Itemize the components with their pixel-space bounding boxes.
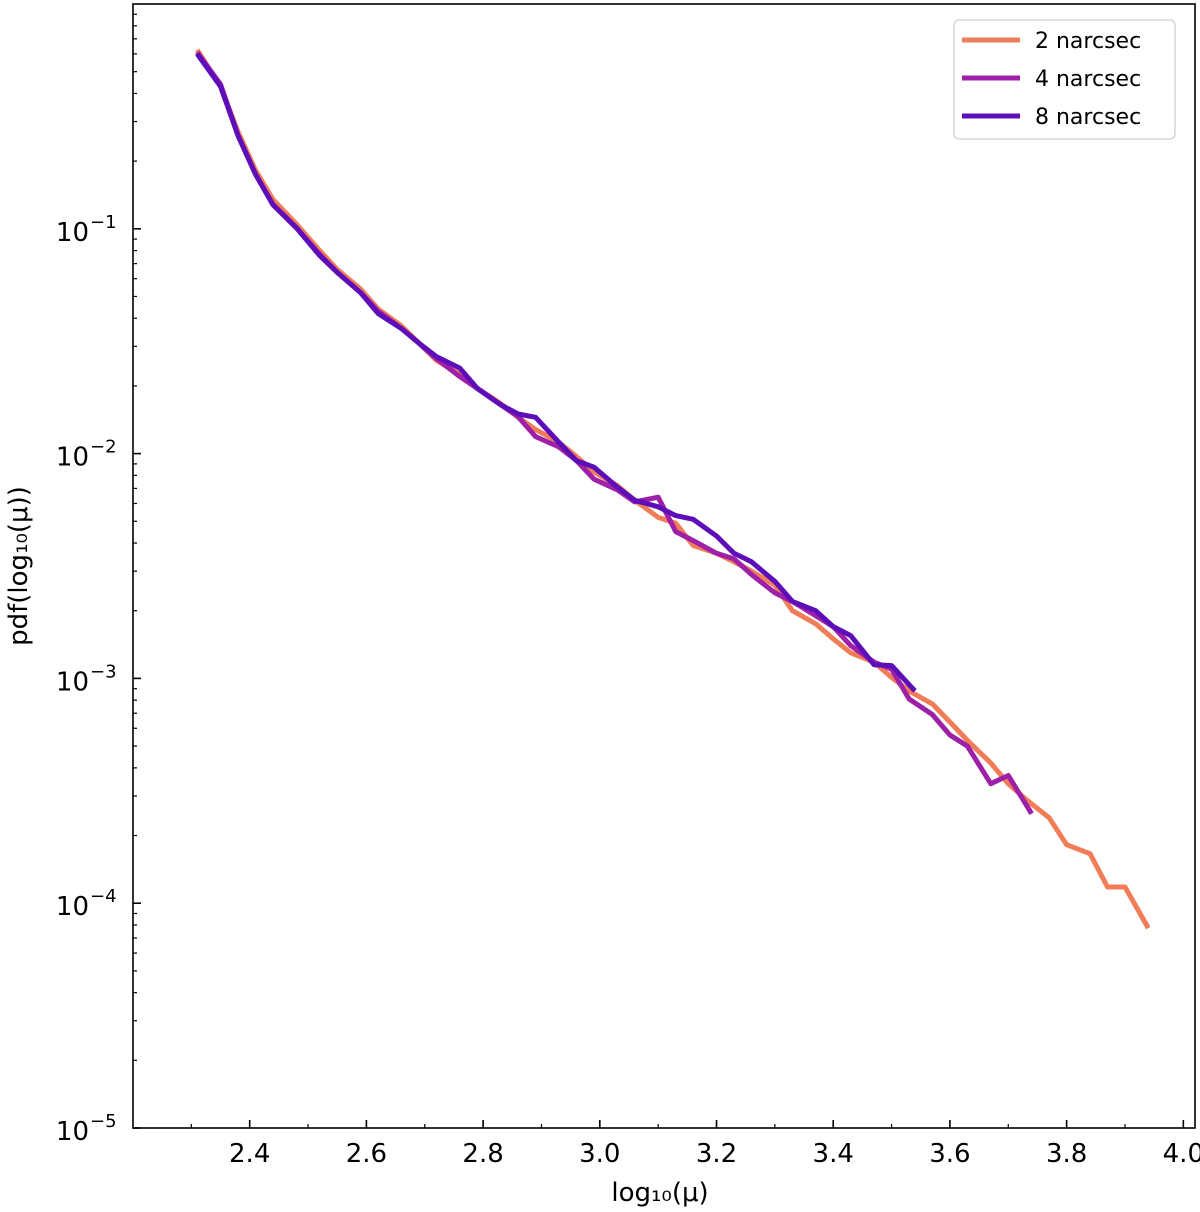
plot-lines: [195, 48, 1151, 930]
series-line-3: [195, 52, 917, 693]
x-tick-label: 3.0: [579, 1139, 620, 1169]
y-tick-exponent: −1: [90, 212, 117, 233]
x-tick-label: 2.8: [462, 1139, 503, 1169]
legend: 2 narcsec 4 narcsec 8 narcsec: [953, 19, 1176, 140]
x-tick-label: 2.6: [346, 1139, 387, 1169]
y-tick-exponent: −3: [90, 661, 117, 682]
y-tick-exponent: −5: [90, 1111, 117, 1132]
y-tick-label: 10: [56, 1117, 89, 1147]
plot-frame: [132, 3, 1196, 1129]
legend-label: 4 narcsec: [1035, 67, 1141, 92]
y-axis-label: pdf(log₁₀(μ)): [4, 486, 34, 646]
x-tick-label: 3.8: [1046, 1139, 1087, 1169]
x-tick-label: 3.4: [813, 1139, 854, 1169]
series-line-1: [195, 48, 1151, 930]
x-tick-label: 2.4: [229, 1139, 270, 1169]
legend-label: 2 narcsec: [1035, 29, 1141, 54]
legend-box: [953, 19, 1176, 140]
y-tick-exponent: −4: [90, 886, 117, 907]
legend-label: 8 narcsec: [1035, 105, 1141, 130]
series-line-2: [195, 50, 1034, 816]
x-tick-label: 3.2: [696, 1139, 737, 1169]
x-tick-label: 3.6: [929, 1139, 970, 1169]
x-axis-ticks: 2.4 2.6 2.8 3.0 3.2 3.4 3.6 3.8 4.0: [190, 1120, 1200, 1169]
x-tick-label: 4.0: [1163, 1139, 1200, 1169]
y-tick-label: 10: [56, 443, 89, 473]
x-axis-label: log₁₀(μ): [611, 1178, 708, 1208]
y-tick-label: 10: [56, 218, 89, 248]
y-tick-label: 10: [56, 892, 89, 922]
y-axis-ticks: 10−110−210−310−410−5: [56, 13, 141, 1147]
y-tick-exponent: −2: [90, 437, 117, 458]
y-tick-label: 10: [56, 667, 89, 697]
